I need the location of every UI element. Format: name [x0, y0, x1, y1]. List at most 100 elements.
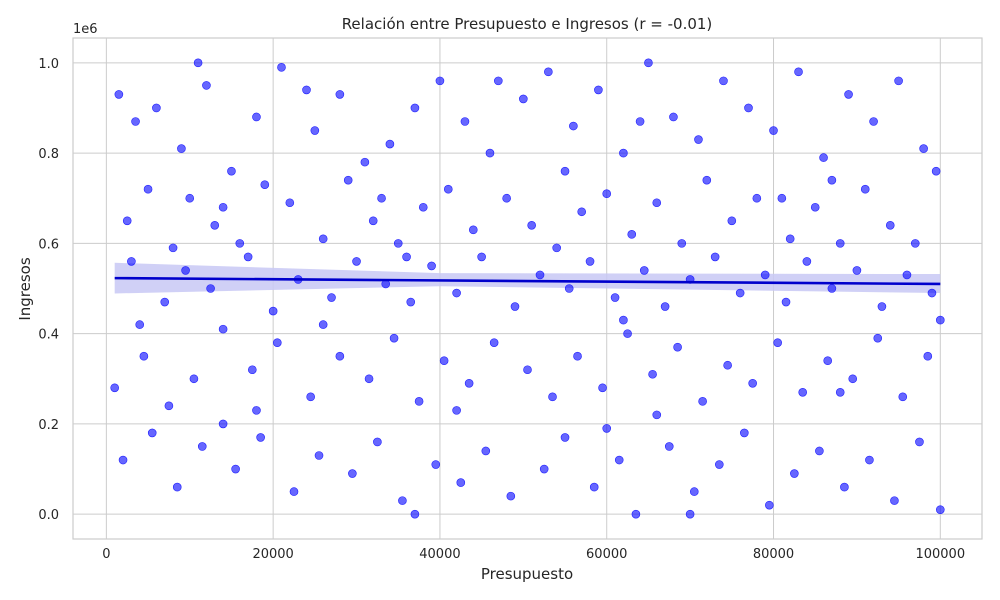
data-point [114, 90, 124, 99]
data-point [790, 469, 799, 478]
data-point [335, 90, 345, 99]
data-point [143, 184, 153, 194]
data-point [218, 324, 228, 334]
data-point [673, 342, 682, 352]
data-point [135, 320, 145, 329]
data-point [660, 302, 670, 311]
data-point [289, 487, 299, 496]
data-point [639, 266, 649, 275]
data-point [648, 369, 657, 379]
data-point [564, 284, 574, 293]
y-tick-label: 0.4 [38, 328, 59, 343]
x-tick-label: 0 [102, 547, 110, 562]
data-point [260, 180, 270, 189]
data-point [256, 433, 265, 442]
data-point [902, 270, 912, 280]
data-point [360, 157, 370, 167]
data-point [168, 243, 178, 253]
y-axis-offset-label: 1e6 [73, 22, 98, 37]
data-point [210, 221, 220, 230]
data-point [865, 455, 874, 465]
data-point [794, 67, 803, 77]
confidence-band [114, 262, 941, 294]
data-point [602, 189, 612, 199]
data-point [489, 338, 499, 347]
data-point [523, 365, 532, 375]
data-point [218, 419, 228, 429]
data-point [243, 252, 253, 262]
data-point [844, 90, 853, 99]
data-point [715, 460, 724, 469]
y-tick-label: 1.0 [38, 57, 59, 72]
data-point [252, 112, 261, 122]
data-point [414, 397, 424, 406]
data-point [348, 469, 357, 478]
regression-line-layer [114, 276, 941, 286]
data-point [273, 338, 282, 347]
data-point [819, 153, 828, 162]
data-point [773, 338, 782, 347]
data-point [193, 58, 203, 68]
data-point [535, 270, 545, 280]
data-point [172, 482, 182, 492]
x-tick-label: 80000 [753, 547, 794, 562]
data-point [464, 378, 474, 388]
data-point [577, 207, 587, 217]
data-point [485, 148, 495, 158]
data-point [393, 239, 403, 248]
data-point [898, 392, 908, 402]
data-point [352, 257, 361, 266]
data-point [368, 216, 378, 226]
data-point [235, 239, 245, 248]
data-point [569, 121, 578, 131]
y-tick-labels: 0.0 0.2 0.4 0.6 0.8 1.0 [38, 57, 59, 523]
y-tick-label: 0.0 [38, 508, 59, 523]
data-point [252, 406, 261, 415]
data-point [181, 266, 190, 275]
data-point [377, 193, 386, 203]
data-point [727, 216, 737, 226]
data-point [439, 356, 449, 366]
data-point [919, 144, 928, 153]
data-point [197, 442, 207, 451]
confidence-band-layer [114, 262, 941, 294]
data-point [748, 378, 757, 388]
data-point [931, 166, 941, 176]
data-point [573, 351, 582, 361]
data-point [302, 85, 311, 95]
data-point [460, 117, 470, 126]
data-point [318, 234, 328, 244]
data-point [389, 333, 399, 343]
data-point [719, 76, 728, 86]
data-point [835, 239, 845, 248]
data-point [598, 383, 607, 393]
data-point [623, 329, 632, 338]
data-point [631, 509, 641, 519]
data-point [777, 193, 787, 203]
data-point [760, 270, 770, 280]
data-point [402, 252, 411, 262]
data-point [765, 500, 774, 510]
data-point [710, 252, 720, 262]
data-point [247, 365, 257, 375]
data-point [277, 63, 286, 72]
data-point [744, 103, 753, 113]
data-point [781, 297, 791, 307]
data-point [614, 455, 624, 465]
data-point [202, 81, 211, 90]
data-point [694, 135, 703, 144]
data-point [160, 297, 170, 307]
data-point [810, 202, 820, 212]
data-point [343, 175, 353, 185]
data-point [652, 410, 662, 420]
data-point [318, 320, 328, 329]
data-point [848, 374, 858, 384]
data-point [452, 406, 461, 415]
data-point [589, 482, 599, 492]
data-point [177, 144, 186, 153]
data-point [664, 442, 674, 451]
data-point [185, 193, 195, 203]
data-point [468, 225, 478, 235]
data-point [314, 451, 324, 460]
